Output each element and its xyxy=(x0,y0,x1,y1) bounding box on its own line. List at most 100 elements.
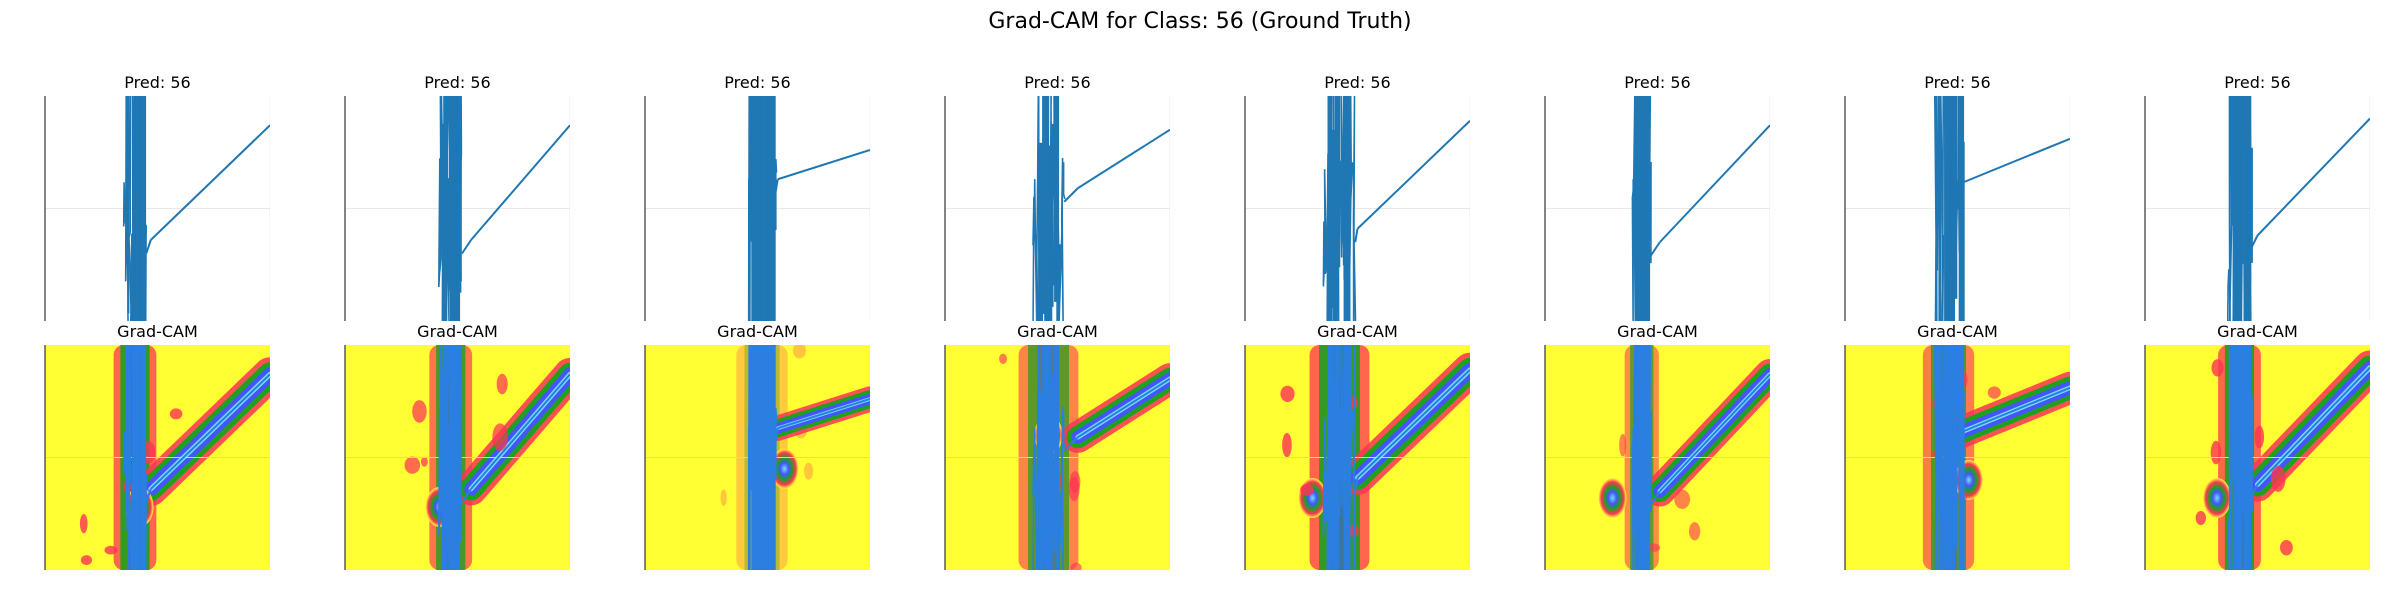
overlay-signal-ramp-connector xyxy=(1354,477,1359,492)
signal-burst-column xyxy=(1056,96,1060,321)
overlay-signal-burst-column xyxy=(1335,345,1341,517)
gradcam-plot-area xyxy=(945,345,1170,570)
overlay-signal-ramp-connector xyxy=(145,488,152,503)
heat-speck xyxy=(2211,359,2224,377)
signal-plot-area xyxy=(945,96,1170,321)
overlay-signal-ramp-connector xyxy=(1958,432,1963,447)
overlay-signal-burst-column xyxy=(760,345,764,570)
signal-panel-title: Pred: 56 xyxy=(1324,73,1390,92)
heat-speck xyxy=(80,555,93,566)
signal-panel-2: Pred: 56 xyxy=(344,73,570,321)
signal-plot-area xyxy=(2145,96,2370,321)
signal-ramp-line xyxy=(470,124,570,241)
overlay-signal-burst-column xyxy=(1954,345,1958,548)
signal-burst-column xyxy=(2232,96,2236,321)
signal-burst-column xyxy=(2247,147,2253,263)
overlay-signal-burst-column xyxy=(443,345,448,570)
gradcam-plot-area xyxy=(2145,345,2370,570)
signal-plot-area xyxy=(345,96,570,321)
overlay-signal-burst-column xyxy=(1056,345,1060,570)
gradcam-panel-title: Grad-CAM xyxy=(117,322,198,341)
heat-speck xyxy=(169,408,183,420)
heat-speck xyxy=(104,545,118,555)
heat-focus-blob xyxy=(1598,478,1627,518)
signal-ramp-line xyxy=(1077,128,1170,190)
overlay-signal-burst-column xyxy=(1958,345,1965,570)
signal-panel-title: Pred: 56 xyxy=(724,73,790,92)
signal-burst-column xyxy=(2243,96,2249,321)
overlay-signal-burst-column xyxy=(1054,345,1059,551)
signal-burst-column xyxy=(1954,96,1958,299)
signal-ramp-line xyxy=(777,149,870,181)
signal-panel-title: Pred: 56 xyxy=(1024,73,1090,92)
signal-burst-column xyxy=(1958,96,1965,321)
overlay-signal-ramp-connector xyxy=(774,428,779,442)
heat-speck xyxy=(720,489,727,506)
gradcam-panel-title: Grad-CAM xyxy=(1617,322,1698,341)
signal-plot-area xyxy=(1245,96,1470,321)
overlay-signal-burst-column xyxy=(2236,345,2241,570)
signal-panel-title: Pred: 56 xyxy=(1924,73,1990,92)
signal-burst-column xyxy=(2240,96,2244,264)
overlay-signal-ramp-connector xyxy=(1649,490,1661,506)
overlay-signal-burst-column xyxy=(1938,402,1942,570)
panel-grid: Pred: 56 Pred: 56 Pred: 56 Pred: 56 Pred: 56… xyxy=(44,73,2370,570)
heat-focus-blob xyxy=(2203,478,2231,518)
signal-plot-area xyxy=(645,96,870,321)
overlay-signal-burst-column xyxy=(1947,345,1952,570)
overlay-signal-burst-column xyxy=(770,345,776,570)
gradcam-panel-4: Grad-CAM xyxy=(944,322,1170,570)
heat-speck xyxy=(804,462,814,480)
heat-focus-blob xyxy=(770,448,799,489)
signal-plot-area xyxy=(1545,96,1770,321)
signal-panel-title: Pred: 56 xyxy=(2224,73,2290,92)
signal-burst-column xyxy=(753,96,760,321)
gradcam-panel-title: Grad-CAM xyxy=(717,322,798,341)
signal-burst-column xyxy=(1644,103,1648,321)
heat-speck xyxy=(999,353,1007,365)
signal-ramp-connector xyxy=(2249,235,2259,250)
overlay-signal-ramp-line xyxy=(470,373,570,490)
signal-burst-column xyxy=(1938,153,1942,321)
signal-burst-column xyxy=(2236,96,2241,321)
signal-burst-column xyxy=(443,96,448,321)
overlay-signal-ramp-line xyxy=(777,398,870,430)
heat-speck xyxy=(2279,539,2293,556)
heat-speck xyxy=(2210,440,2222,465)
overlay-signal-burst-column xyxy=(1346,345,1351,570)
gradcam-panel-title: Grad-CAM xyxy=(417,322,498,341)
gradcam-panel-7: Grad-CAM xyxy=(1844,322,2070,570)
gradcam-panel-5: Grad-CAM xyxy=(1244,322,1470,570)
signal-burst-column xyxy=(140,96,146,321)
overlay-signal-burst-column xyxy=(127,345,130,563)
overlay-signal-burst-column xyxy=(135,345,140,570)
overlay-signal-ramp-connector xyxy=(2249,484,2259,499)
signal-panel-title: Pred: 56 xyxy=(424,73,490,92)
signal-panel-title: Pred: 56 xyxy=(124,73,190,92)
heat-speck xyxy=(792,345,807,359)
overlay-signal-ramp-line xyxy=(1077,377,1170,439)
gradcam-panel-6: Grad-CAM xyxy=(1544,322,1770,570)
heat-focus-blob xyxy=(1298,478,1327,518)
signal-ramp-connector xyxy=(1649,241,1661,257)
gradcam-plot-area xyxy=(1245,345,1470,570)
overlay-signal-burst-column xyxy=(450,345,455,570)
signal-ramp-line xyxy=(2256,117,2370,237)
overlay-signal-ramp-line xyxy=(1356,369,1470,479)
overlay-signal-ramp-connector xyxy=(1063,436,1079,452)
overlay-signal-ramp-connector xyxy=(461,488,472,504)
overlay-signal-burst-column xyxy=(2232,345,2236,570)
gradcam-plot-area xyxy=(1845,345,2070,570)
heat-speck xyxy=(1647,543,1661,552)
heat-speck xyxy=(496,373,508,395)
heat-speck xyxy=(1300,483,1314,496)
overlay-signal-burst-column xyxy=(1045,394,1051,570)
signal-panel-title: Pred: 56 xyxy=(1624,73,1690,92)
signal-burst-column xyxy=(1039,149,1044,321)
overlay-signal-burst-column xyxy=(2234,345,2237,570)
heat-speck xyxy=(2270,465,2286,492)
heat-speck xyxy=(1987,386,2001,399)
signal-ramp-line xyxy=(150,124,270,241)
signal-burst-column xyxy=(1947,96,1952,321)
